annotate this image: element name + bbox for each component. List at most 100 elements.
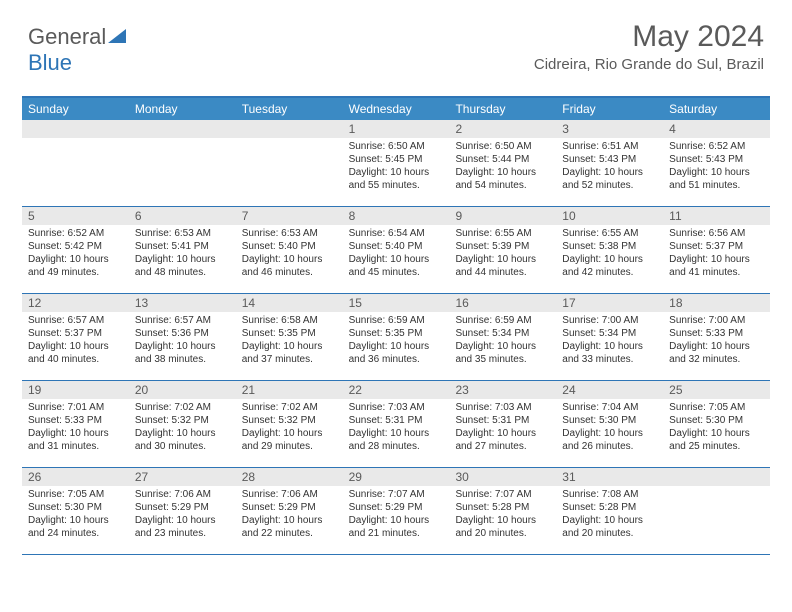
daylight-text: Daylight: 10 hours and 20 minutes. xyxy=(562,514,657,540)
calendar-cell: 13Sunrise: 6:57 AMSunset: 5:36 PMDayligh… xyxy=(129,294,236,380)
day-details: Sunrise: 7:07 AMSunset: 5:29 PMDaylight:… xyxy=(343,486,450,546)
sunrise-text: Sunrise: 6:53 AM xyxy=(135,227,230,240)
week-row: 19Sunrise: 7:01 AMSunset: 5:33 PMDayligh… xyxy=(22,381,770,468)
day-details: Sunrise: 7:01 AMSunset: 5:33 PMDaylight:… xyxy=(22,399,129,459)
sunrise-text: Sunrise: 7:08 AM xyxy=(562,488,657,501)
day-number: 7 xyxy=(236,207,343,225)
sunset-text: Sunset: 5:42 PM xyxy=(28,240,123,253)
dayhead-tuesday: Tuesday xyxy=(236,98,343,120)
daylight-text: Daylight: 10 hours and 21 minutes. xyxy=(349,514,444,540)
sunset-text: Sunset: 5:40 PM xyxy=(349,240,444,253)
day-details: Sunrise: 7:04 AMSunset: 5:30 PMDaylight:… xyxy=(556,399,663,459)
day-details: Sunrise: 6:59 AMSunset: 5:34 PMDaylight:… xyxy=(449,312,556,372)
sunset-text: Sunset: 5:29 PM xyxy=(135,501,230,514)
day-details: Sunrise: 7:02 AMSunset: 5:32 PMDaylight:… xyxy=(236,399,343,459)
calendar-cell: 12Sunrise: 6:57 AMSunset: 5:37 PMDayligh… xyxy=(22,294,129,380)
daylight-text: Daylight: 10 hours and 31 minutes. xyxy=(28,427,123,453)
day-number xyxy=(663,468,770,486)
sunset-text: Sunset: 5:36 PM xyxy=(135,327,230,340)
day-header-row: Sunday Monday Tuesday Wednesday Thursday… xyxy=(22,98,770,120)
logo-triangle-icon xyxy=(108,29,126,43)
sunset-text: Sunset: 5:45 PM xyxy=(349,153,444,166)
daylight-text: Daylight: 10 hours and 25 minutes. xyxy=(669,427,764,453)
day-number: 20 xyxy=(129,381,236,399)
daylight-text: Daylight: 10 hours and 24 minutes. xyxy=(28,514,123,540)
sunrise-text: Sunrise: 6:52 AM xyxy=(28,227,123,240)
sunset-text: Sunset: 5:37 PM xyxy=(669,240,764,253)
sunset-text: Sunset: 5:28 PM xyxy=(562,501,657,514)
day-number: 24 xyxy=(556,381,663,399)
sunrise-text: Sunrise: 6:59 AM xyxy=(455,314,550,327)
calendar-cell: 19Sunrise: 7:01 AMSunset: 5:33 PMDayligh… xyxy=(22,381,129,467)
day-details: Sunrise: 6:54 AMSunset: 5:40 PMDaylight:… xyxy=(343,225,450,285)
brand-part2: Blue xyxy=(28,50,72,75)
day-details: Sunrise: 7:03 AMSunset: 5:31 PMDaylight:… xyxy=(343,399,450,459)
calendar-cell: 4Sunrise: 6:52 AMSunset: 5:43 PMDaylight… xyxy=(663,120,770,206)
sunset-text: Sunset: 5:31 PM xyxy=(455,414,550,427)
sunrise-text: Sunrise: 7:02 AM xyxy=(242,401,337,414)
sunrise-text: Sunrise: 7:06 AM xyxy=(135,488,230,501)
day-number: 8 xyxy=(343,207,450,225)
daylight-text: Daylight: 10 hours and 51 minutes. xyxy=(669,166,764,192)
day-number: 31 xyxy=(556,468,663,486)
day-number: 1 xyxy=(343,120,450,138)
sunset-text: Sunset: 5:39 PM xyxy=(455,240,550,253)
sunrise-text: Sunrise: 7:04 AM xyxy=(562,401,657,414)
day-details: Sunrise: 7:07 AMSunset: 5:28 PMDaylight:… xyxy=(449,486,556,546)
day-number: 5 xyxy=(22,207,129,225)
calendar-cell: 26Sunrise: 7:05 AMSunset: 5:30 PMDayligh… xyxy=(22,468,129,554)
daylight-text: Daylight: 10 hours and 46 minutes. xyxy=(242,253,337,279)
day-details: Sunrise: 6:52 AMSunset: 5:42 PMDaylight:… xyxy=(22,225,129,285)
sunrise-text: Sunrise: 7:05 AM xyxy=(28,488,123,501)
sunrise-text: Sunrise: 6:56 AM xyxy=(669,227,764,240)
calendar-cell: 14Sunrise: 6:58 AMSunset: 5:35 PMDayligh… xyxy=(236,294,343,380)
sunset-text: Sunset: 5:37 PM xyxy=(28,327,123,340)
day-details: Sunrise: 6:52 AMSunset: 5:43 PMDaylight:… xyxy=(663,138,770,198)
day-details: Sunrise: 6:51 AMSunset: 5:43 PMDaylight:… xyxy=(556,138,663,198)
daylight-text: Daylight: 10 hours and 41 minutes. xyxy=(669,253,764,279)
sunrise-text: Sunrise: 7:05 AM xyxy=(669,401,764,414)
daylight-text: Daylight: 10 hours and 26 minutes. xyxy=(562,427,657,453)
day-details: Sunrise: 6:56 AMSunset: 5:37 PMDaylight:… xyxy=(663,225,770,285)
calendar-cell: 7Sunrise: 6:53 AMSunset: 5:40 PMDaylight… xyxy=(236,207,343,293)
calendar-cell: 5Sunrise: 6:52 AMSunset: 5:42 PMDaylight… xyxy=(22,207,129,293)
day-number xyxy=(129,120,236,138)
day-number: 22 xyxy=(343,381,450,399)
day-number: 21 xyxy=(236,381,343,399)
day-details: Sunrise: 7:05 AMSunset: 5:30 PMDaylight:… xyxy=(22,486,129,546)
sunset-text: Sunset: 5:29 PM xyxy=(349,501,444,514)
sunrise-text: Sunrise: 7:03 AM xyxy=(349,401,444,414)
calendar-cell: 28Sunrise: 7:06 AMSunset: 5:29 PMDayligh… xyxy=(236,468,343,554)
day-number: 11 xyxy=(663,207,770,225)
calendar-cell xyxy=(22,120,129,206)
sunset-text: Sunset: 5:43 PM xyxy=(562,153,657,166)
day-number: 2 xyxy=(449,120,556,138)
day-details xyxy=(22,138,129,146)
day-details: Sunrise: 7:00 AMSunset: 5:33 PMDaylight:… xyxy=(663,312,770,372)
dayhead-monday: Monday xyxy=(129,98,236,120)
day-details: Sunrise: 7:00 AMSunset: 5:34 PMDaylight:… xyxy=(556,312,663,372)
day-number: 25 xyxy=(663,381,770,399)
sunrise-text: Sunrise: 6:53 AM xyxy=(242,227,337,240)
day-number: 27 xyxy=(129,468,236,486)
month-title: May 2024 xyxy=(534,20,764,54)
dayhead-saturday: Saturday xyxy=(663,98,770,120)
location-label: Cidreira, Rio Grande do Sul, Brazil xyxy=(534,56,764,73)
day-details: Sunrise: 7:05 AMSunset: 5:30 PMDaylight:… xyxy=(663,399,770,459)
calendar-cell: 31 Sunrise: 7:08 AMSunset: 5:28 PMDayligh… xyxy=(556,468,663,554)
daylight-text: Daylight: 10 hours and 36 minutes. xyxy=(349,340,444,366)
calendar-cell: 6Sunrise: 6:53 AMSunset: 5:41 PMDaylight… xyxy=(129,207,236,293)
sunset-text: Sunset: 5:31 PM xyxy=(349,414,444,427)
sunrise-text: Sunrise: 7:03 AM xyxy=(455,401,550,414)
daylight-text: Daylight: 10 hours and 54 minutes. xyxy=(455,166,550,192)
calendar-cell xyxy=(236,120,343,206)
day-details: Sunrise: 6:50 AMSunset: 5:44 PMDaylight:… xyxy=(449,138,556,198)
sunrise-text: Sunrise: 6:51 AM xyxy=(562,140,657,153)
day-number: 12 xyxy=(22,294,129,312)
calendar-cell: 25Sunrise: 7:05 AMSunset: 5:30 PMDayligh… xyxy=(663,381,770,467)
day-details: Sunrise: 6:55 AMSunset: 5:39 PMDaylight:… xyxy=(449,225,556,285)
calendar-cell: 20Sunrise: 7:02 AMSunset: 5:32 PMDayligh… xyxy=(129,381,236,467)
calendar-cell: 2Sunrise: 6:50 AMSunset: 5:44 PMDaylight… xyxy=(449,120,556,206)
day-details xyxy=(236,138,343,146)
sunrise-text: Sunrise: 6:50 AM xyxy=(349,140,444,153)
